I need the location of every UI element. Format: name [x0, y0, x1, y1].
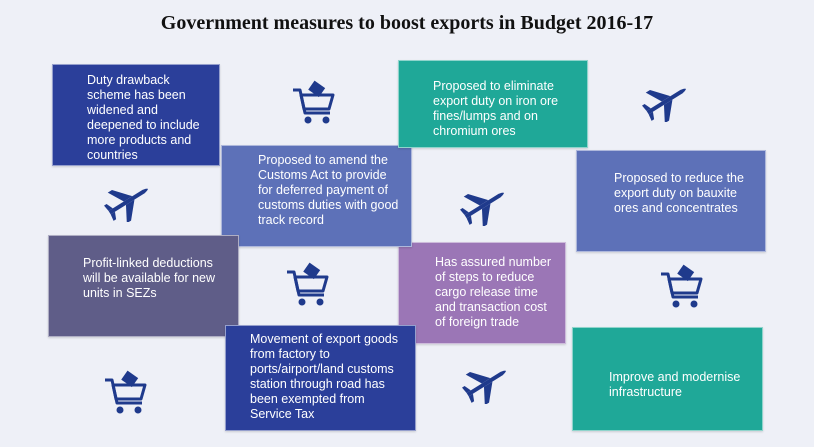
shopping-cart-icon	[290, 80, 338, 128]
measure-infrastructure: Improve and modernise infrastructure	[572, 327, 763, 431]
page-title: Government measures to boost exports in …	[160, 12, 654, 34]
measure-text: Has assured number of steps to reduce ca…	[435, 255, 552, 329]
shopping-cart-icon	[102, 370, 150, 418]
measure-text: Movement of export goods from factory to…	[250, 332, 398, 421]
shopping-cart-icon	[284, 262, 332, 310]
measure-text: Improve and modernise infrastructure	[609, 370, 741, 399]
measure-cargo-release: Has assured number of steps to reduce ca…	[398, 242, 566, 344]
measure-text: Proposed to reduce the export duty on ba…	[614, 171, 744, 215]
measure-service-tax: Movement of export goods from factory to…	[225, 325, 416, 431]
measure-sez: Profit-linked deductions will be availab…	[48, 235, 239, 337]
measure-text: Proposed to eliminate export duty on iro…	[433, 79, 559, 138]
airplane-icon	[460, 360, 516, 404]
measure-duty-drawback: Duty drawback scheme has been widened an…	[52, 64, 220, 166]
measure-bauxite: Proposed to reduce the export duty on ba…	[576, 150, 766, 252]
airplane-icon	[640, 78, 696, 122]
measure-text: Duty drawback scheme has been widened an…	[87, 73, 200, 162]
measure-text: Profit-linked deductions will be availab…	[83, 256, 216, 300]
shopping-cart-icon	[658, 264, 706, 312]
measure-iron-ore: Proposed to eliminate export duty on iro…	[398, 60, 588, 148]
airplane-icon	[458, 182, 514, 226]
airplane-icon	[102, 178, 158, 222]
measure-text: Proposed to amend the Customs Act to pro…	[258, 153, 399, 227]
measure-customs-act: Proposed to amend the Customs Act to pro…	[221, 145, 412, 247]
